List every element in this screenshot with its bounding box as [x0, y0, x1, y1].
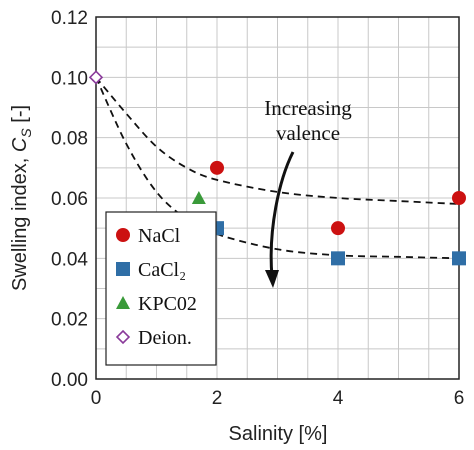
- x-tick-label: 2: [212, 388, 223, 409]
- y-tick-label: 0.12: [51, 8, 88, 29]
- data-point-circle: [210, 160, 224, 175]
- y-axis-title-var: C: [9, 137, 31, 152]
- y-axis-title-main: Swelling index,: [9, 152, 31, 291]
- annotation-line2: valence: [276, 121, 340, 145]
- y-tick-label: 0.00: [51, 370, 88, 391]
- x-tick-label: 4: [333, 388, 344, 409]
- data-point-square: [331, 251, 345, 266]
- legend-label: KPC02: [138, 293, 197, 315]
- x-tick-label: 0: [91, 388, 102, 409]
- trend-curve: [95, 76, 460, 205]
- y-axis-title-sub: S: [18, 128, 34, 138]
- data-point-diamond: [88, 70, 104, 85]
- legend-marker-diamond: [115, 329, 131, 345]
- legend-marker-square: [116, 262, 130, 276]
- x-tick-label: 6: [454, 388, 465, 409]
- legend-label: Deion.: [138, 327, 192, 349]
- y-tick-label: 0.08: [51, 129, 88, 150]
- data-points: [88, 70, 466, 266]
- y-tick-label: 0.04: [51, 249, 88, 270]
- legend-marker-circle: [116, 228, 130, 242]
- annotation-arrow: [269, 151, 295, 278]
- legend-label: NaCl: [138, 225, 181, 247]
- y-tick-label: 0.10: [51, 68, 88, 89]
- legend-marker-triangle: [116, 296, 130, 309]
- tick-labels: 0 2 4 6 0.00 0.02 0.04 0.06 0.08 0.10 0.12: [51, 8, 464, 409]
- y-axis-title-unit: [-]: [9, 105, 31, 128]
- y-tick-label: 0.02: [51, 310, 88, 331]
- data-point-circle: [452, 191, 466, 205]
- annotation-arrowhead: [265, 270, 279, 288]
- legend: NaCl CaCl₂ KPC02 Deion.: [105, 211, 217, 366]
- data-point-circle: [331, 221, 345, 236]
- annotation-line1: Increasing: [264, 96, 352, 120]
- y-axis-title: Swelling index, CS [-]: [9, 105, 34, 291]
- x-axis-title: Salinity [%]: [229, 423, 328, 445]
- annotation: Increasing valence: [264, 96, 352, 288]
- legend-label: CaCl₂: [138, 259, 186, 281]
- data-point-triangle: [191, 191, 206, 204]
- data-point-square: [452, 251, 466, 266]
- y-tick-label: 0.06: [51, 189, 88, 210]
